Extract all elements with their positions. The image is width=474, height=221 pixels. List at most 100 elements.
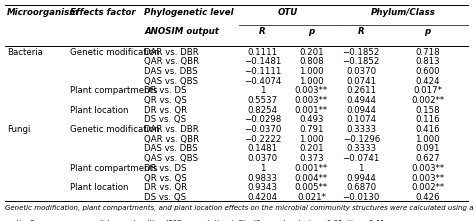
Text: DR vs. QR: DR vs. QR <box>144 106 187 115</box>
Text: 0.158: 0.158 <box>415 106 440 115</box>
Text: 0.1481: 0.1481 <box>247 145 278 153</box>
Text: 0.017*: 0.017* <box>413 86 442 95</box>
Text: R: R <box>259 27 266 36</box>
Text: Fungi: Fungi <box>7 125 30 134</box>
Text: 0.201: 0.201 <box>299 145 324 153</box>
Text: QAS vs. QBS: QAS vs. QBS <box>144 77 198 86</box>
Text: 0.8254: 0.8254 <box>247 106 278 115</box>
Text: R: R <box>358 27 365 36</box>
Text: 0.493: 0.493 <box>299 115 324 124</box>
Text: 0.426: 0.426 <box>415 193 440 202</box>
Text: 0.004**: 0.004** <box>295 173 328 183</box>
Text: 0.627: 0.627 <box>415 154 440 163</box>
Text: QAS vs. QBS: QAS vs. QBS <box>144 154 198 163</box>
Text: DAR vs. DBR: DAR vs. DBR <box>144 125 199 134</box>
Text: 1: 1 <box>260 164 265 173</box>
Text: DAS vs. DBS: DAS vs. DBS <box>144 145 198 153</box>
Text: −0.4074: −0.4074 <box>244 77 281 86</box>
Text: 0.0370: 0.0370 <box>346 67 376 76</box>
Text: Genetic modification: Genetic modification <box>70 48 160 57</box>
Text: DR vs. DS: DR vs. DS <box>144 86 187 95</box>
Text: 0.9944: 0.9944 <box>346 173 376 183</box>
Text: 1: 1 <box>358 164 364 173</box>
Text: −0.2222: −0.2222 <box>244 135 281 144</box>
Text: 0.1074: 0.1074 <box>346 115 376 124</box>
Text: 0.003**: 0.003** <box>411 164 444 173</box>
Text: 0.001**: 0.001** <box>295 106 328 115</box>
Text: 0.0370: 0.0370 <box>247 154 278 163</box>
Text: DR vs. QR: DR vs. QR <box>144 183 187 192</box>
Text: −0.1296: −0.1296 <box>343 135 380 144</box>
Text: 1.000: 1.000 <box>299 67 324 76</box>
Text: 1.000: 1.000 <box>299 77 324 86</box>
Text: 0.002**: 0.002** <box>411 96 444 105</box>
Text: DS vs. QS: DS vs. QS <box>144 193 186 202</box>
Text: 0.2611: 0.2611 <box>346 86 376 95</box>
Text: DAR vs. DBR: DAR vs. DBR <box>144 48 199 57</box>
Text: QR vs. QS: QR vs. QS <box>144 96 187 105</box>
Text: 0.3333: 0.3333 <box>346 125 376 134</box>
Text: 0.003**: 0.003** <box>411 173 444 183</box>
Text: 0.3333: 0.3333 <box>346 145 376 153</box>
Text: 0.600: 0.600 <box>415 67 440 76</box>
Text: 0.416: 0.416 <box>415 125 440 134</box>
Text: 0.4944: 0.4944 <box>346 96 376 105</box>
Text: Bacteria: Bacteria <box>7 48 43 57</box>
Text: Phylum/Class: Phylum/Class <box>371 8 436 17</box>
Text: 1.000: 1.000 <box>299 135 324 144</box>
Text: 0.201: 0.201 <box>299 48 324 57</box>
Text: DR vs. DS: DR vs. DS <box>144 164 187 173</box>
Text: QAR vs. QBR: QAR vs. QBR <box>144 135 199 144</box>
Text: ANOSIM output: ANOSIM output <box>144 27 219 36</box>
Text: 0.4204: 0.4204 <box>247 193 278 202</box>
Text: Effects factor: Effects factor <box>70 8 136 17</box>
Text: 0.0741: 0.0741 <box>346 77 376 86</box>
Text: 0.001**: 0.001** <box>295 164 328 173</box>
Text: 0.0944: 0.0944 <box>346 106 376 115</box>
Text: −0.1852: −0.1852 <box>343 57 380 66</box>
Text: QAR vs. QBR: QAR vs. QBR <box>144 57 199 66</box>
Text: −0.1111: −0.1111 <box>244 67 281 76</box>
Text: −0.1852: −0.1852 <box>343 48 380 57</box>
Text: Plant compartments: Plant compartments <box>70 164 157 173</box>
Text: −0.0370: −0.0370 <box>244 125 281 134</box>
Text: 0.002**: 0.002** <box>411 183 444 192</box>
Text: Genetic modification, plant compartments, and plant location effects on the micr: Genetic modification, plant compartments… <box>5 205 474 211</box>
Text: Genetic modification: Genetic modification <box>70 125 160 134</box>
Text: 0.003**: 0.003** <box>295 86 328 95</box>
Text: 0.718: 0.718 <box>415 48 440 57</box>
Text: 0.5537: 0.5537 <box>247 96 278 105</box>
Text: −0.0298: −0.0298 <box>244 115 281 124</box>
Text: Plant location: Plant location <box>70 106 128 115</box>
Text: 0.9833: 0.9833 <box>247 173 278 183</box>
Text: 0.091: 0.091 <box>415 145 440 153</box>
Text: 0.791: 0.791 <box>299 125 324 134</box>
Text: on the Spearman  approx distance algorithm (999 permutations). Significance leve: on the Spearman approx distance algorith… <box>5 220 386 221</box>
Text: QR vs. QS: QR vs. QS <box>144 173 187 183</box>
Text: 0.424: 0.424 <box>415 77 440 86</box>
Text: DS vs. QS: DS vs. QS <box>144 115 186 124</box>
Text: Phylogenetic level: Phylogenetic level <box>144 8 234 17</box>
Text: 0.021*: 0.021* <box>297 193 326 202</box>
Text: 1: 1 <box>260 86 265 95</box>
Text: 0.003**: 0.003** <box>295 96 328 105</box>
Text: Plant compartments: Plant compartments <box>70 86 157 95</box>
Text: 0.116: 0.116 <box>415 115 440 124</box>
Text: Microorganism: Microorganism <box>7 8 79 17</box>
Text: 0.9343: 0.9343 <box>247 183 278 192</box>
Text: OTU: OTU <box>278 8 298 17</box>
Text: 1.000: 1.000 <box>415 135 440 144</box>
Text: 0.373: 0.373 <box>299 154 324 163</box>
Text: 0.005**: 0.005** <box>295 183 328 192</box>
Text: −0.0741: −0.0741 <box>343 154 380 163</box>
Text: −0.1481: −0.1481 <box>244 57 281 66</box>
Text: 0.813: 0.813 <box>415 57 440 66</box>
Text: DAS vs. DBS: DAS vs. DBS <box>144 67 198 76</box>
Text: 0.1111: 0.1111 <box>247 48 278 57</box>
Text: −0.0130: −0.0130 <box>343 193 380 202</box>
Text: Plant location: Plant location <box>70 183 128 192</box>
Text: p: p <box>308 27 314 36</box>
Text: 0.6870: 0.6870 <box>346 183 376 192</box>
Text: 0.808: 0.808 <box>299 57 324 66</box>
Text: p: p <box>424 27 430 36</box>
